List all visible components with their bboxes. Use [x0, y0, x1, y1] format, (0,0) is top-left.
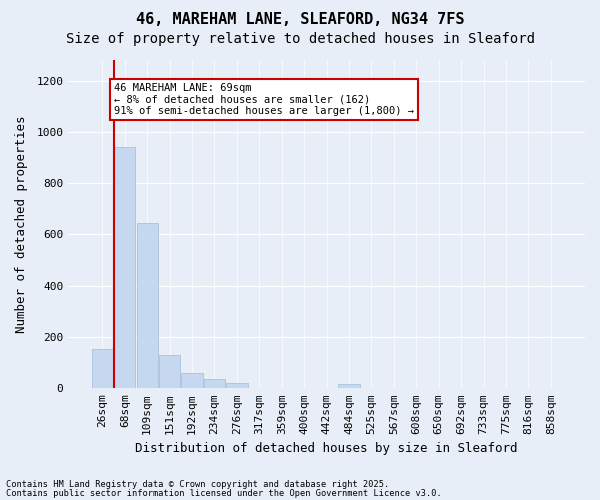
Text: 46, MAREHAM LANE, SLEAFORD, NG34 7FS: 46, MAREHAM LANE, SLEAFORD, NG34 7FS — [136, 12, 464, 28]
Bar — [114, 147, 136, 388]
Bar — [92, 350, 113, 389]
Text: Contains public sector information licensed under the Open Government Licence v3: Contains public sector information licen… — [6, 488, 442, 498]
Text: 46 MAREHAM LANE: 69sqm
← 8% of detached houses are smaller (162)
91% of semi-det: 46 MAREHAM LANE: 69sqm ← 8% of detached … — [114, 83, 414, 116]
Bar — [137, 223, 158, 388]
X-axis label: Distribution of detached houses by size in Sleaford: Distribution of detached houses by size … — [136, 442, 518, 455]
Bar — [204, 378, 225, 388]
Bar — [338, 384, 359, 388]
Bar — [181, 373, 203, 388]
Text: Contains HM Land Registry data © Crown copyright and database right 2025.: Contains HM Land Registry data © Crown c… — [6, 480, 389, 489]
Text: Size of property relative to detached houses in Sleaford: Size of property relative to detached ho… — [65, 32, 535, 46]
Y-axis label: Number of detached properties: Number of detached properties — [15, 116, 28, 333]
Bar — [226, 383, 248, 388]
Bar — [159, 355, 180, 388]
